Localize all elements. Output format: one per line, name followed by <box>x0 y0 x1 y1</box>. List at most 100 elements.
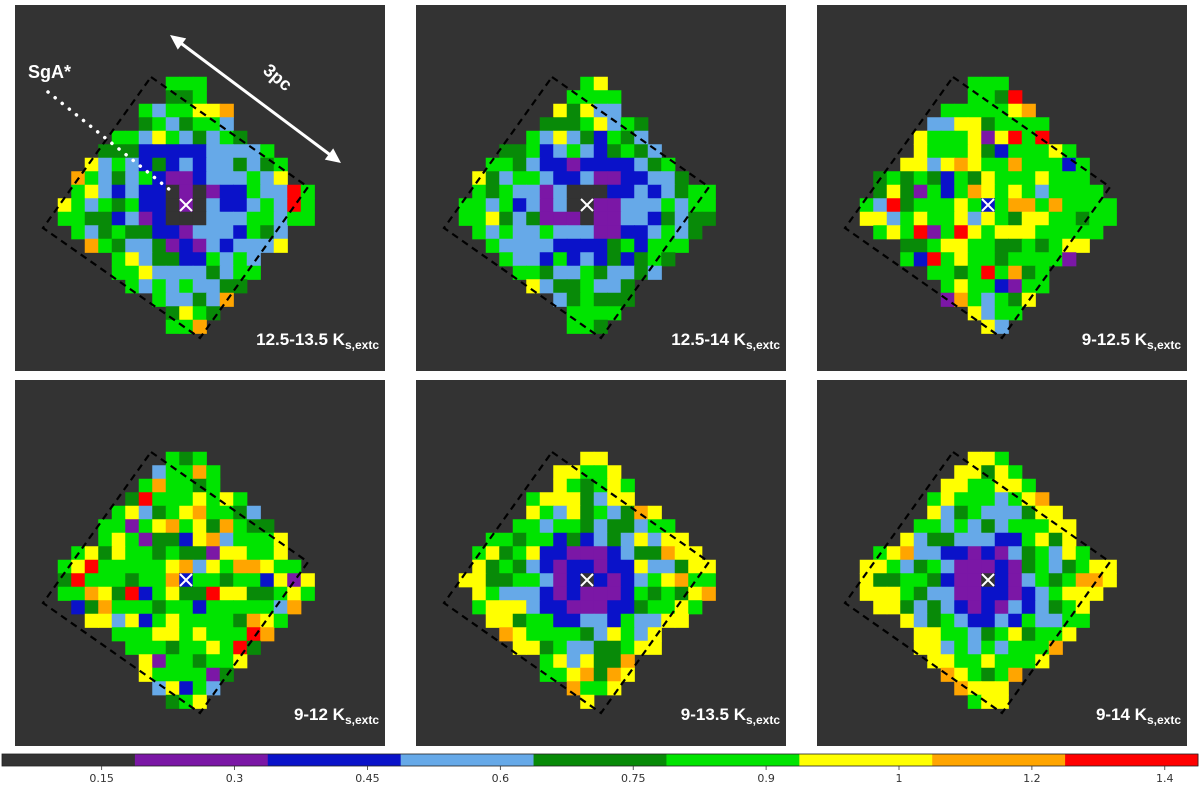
map-pixel <box>165 654 180 669</box>
map-pixel <box>233 157 248 172</box>
map-pixel <box>593 238 608 253</box>
map-pixel <box>138 492 153 507</box>
map-pixel <box>152 546 167 561</box>
map-pixel <box>859 211 874 226</box>
map-pixel <box>580 546 595 561</box>
map-pixel <box>152 505 167 520</box>
map-pixel <box>125 265 140 280</box>
map-pixel <box>954 238 969 253</box>
map-pixel <box>111 546 126 561</box>
map-pixel <box>553 225 568 240</box>
map-pixel <box>233 211 248 226</box>
map-pixel <box>246 627 261 642</box>
map-pixel <box>967 667 982 682</box>
map-pixel <box>138 238 153 253</box>
map-pixel <box>485 225 500 240</box>
map-pixel <box>954 478 969 493</box>
colorbar-bin <box>400 754 535 766</box>
map-pixel <box>260 627 275 642</box>
map-pixel <box>499 184 514 199</box>
map-pixel <box>940 117 955 132</box>
map-pixel <box>539 184 554 199</box>
map-pixel <box>485 211 500 226</box>
map-pixel <box>192 640 207 655</box>
map-pixel <box>111 184 126 199</box>
panel-label-subscript: s,extc <box>345 713 379 727</box>
map-pixel <box>1021 600 1036 615</box>
map-pixel <box>620 225 635 240</box>
map-pixel <box>192 600 207 615</box>
map-pixel <box>1035 613 1050 628</box>
map-pixel <box>260 532 275 547</box>
map-pixel <box>152 252 167 267</box>
map-pixel <box>593 144 608 159</box>
map-pixel <box>566 103 581 118</box>
map-pixel <box>1021 492 1036 507</box>
map-pixel <box>873 198 888 213</box>
map-pixel <box>994 694 1009 709</box>
map-pixel <box>913 198 928 213</box>
map-pixel <box>553 103 568 118</box>
map-pixel <box>580 532 595 547</box>
map-pixel <box>620 600 635 615</box>
map-pixel <box>634 144 649 159</box>
map-pixel <box>179 546 194 561</box>
map-pixel <box>967 157 982 172</box>
map-pixel <box>138 117 153 132</box>
map-pixel <box>111 225 126 240</box>
map-pixel <box>900 573 915 588</box>
scale-bar <box>179 41 332 157</box>
map-pixel <box>1075 184 1090 199</box>
map-pixel <box>192 279 207 294</box>
pixel-grid <box>859 76 1117 334</box>
map-pixel <box>98 184 113 199</box>
ratio-map-panel: 9-12.5 Ks,extc <box>817 5 1187 371</box>
map-pixel <box>485 586 500 601</box>
map-pixel <box>512 600 527 615</box>
map-pixel <box>539 613 554 628</box>
map-pixel <box>927 492 942 507</box>
map-pixel <box>593 90 608 105</box>
map-pixel <box>485 184 500 199</box>
map-pixel <box>913 130 928 145</box>
map-pixel <box>98 198 113 213</box>
map-pixel <box>994 519 1009 534</box>
map-pixel <box>1008 532 1023 547</box>
map-pixel <box>219 265 234 280</box>
map-pixel <box>1075 613 1090 628</box>
map-pixel <box>593 171 608 186</box>
map-pixel <box>165 265 180 280</box>
map-pixel <box>179 306 194 321</box>
map-pixel <box>580 157 595 172</box>
map-pixel <box>580 90 595 105</box>
map-pixel <box>125 586 140 601</box>
map-pixel <box>967 492 982 507</box>
map-pixel <box>125 198 140 213</box>
map-pixel <box>967 478 982 493</box>
map-pixel <box>526 184 541 199</box>
map-pixel <box>661 198 676 213</box>
map-pixel <box>981 279 996 294</box>
map-pixel <box>165 559 180 574</box>
map-pixel <box>593 667 608 682</box>
map-pixel <box>111 157 126 172</box>
map-pixel <box>165 600 180 615</box>
map-pixel <box>913 640 928 655</box>
map-pixel <box>1035 654 1050 669</box>
map-pixel <box>192 319 207 334</box>
map-pixel <box>607 90 622 105</box>
map-pixel <box>1075 225 1090 240</box>
map-pixel <box>566 654 581 669</box>
map-pixel <box>98 559 113 574</box>
map-pixel <box>246 559 261 574</box>
map-pixel <box>674 184 689 199</box>
map-pixel <box>1048 559 1063 574</box>
map-pixel <box>607 492 622 507</box>
map-pixel <box>526 532 541 547</box>
map-pixel <box>472 559 487 574</box>
map-pixel <box>913 586 928 601</box>
map-pixel <box>954 171 969 186</box>
panel-label-main: 12.5-13.5 K <box>256 330 346 349</box>
map-pixel <box>661 157 676 172</box>
map-pixel <box>1021 627 1036 642</box>
